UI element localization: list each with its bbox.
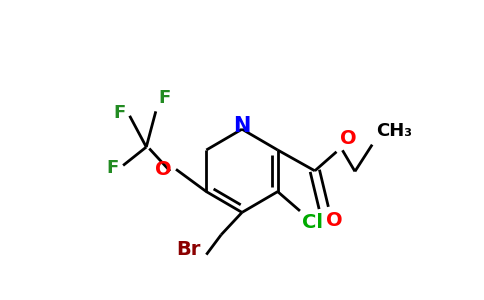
Text: O: O: [326, 211, 343, 230]
Text: N: N: [233, 116, 251, 136]
Text: F: F: [158, 89, 170, 107]
Text: O: O: [340, 129, 357, 148]
Text: Br: Br: [176, 240, 200, 259]
Text: CH₃: CH₃: [376, 122, 412, 140]
Text: Cl: Cl: [302, 213, 323, 232]
Text: F: F: [113, 104, 125, 122]
Text: F: F: [106, 159, 119, 177]
Text: O: O: [155, 160, 172, 178]
